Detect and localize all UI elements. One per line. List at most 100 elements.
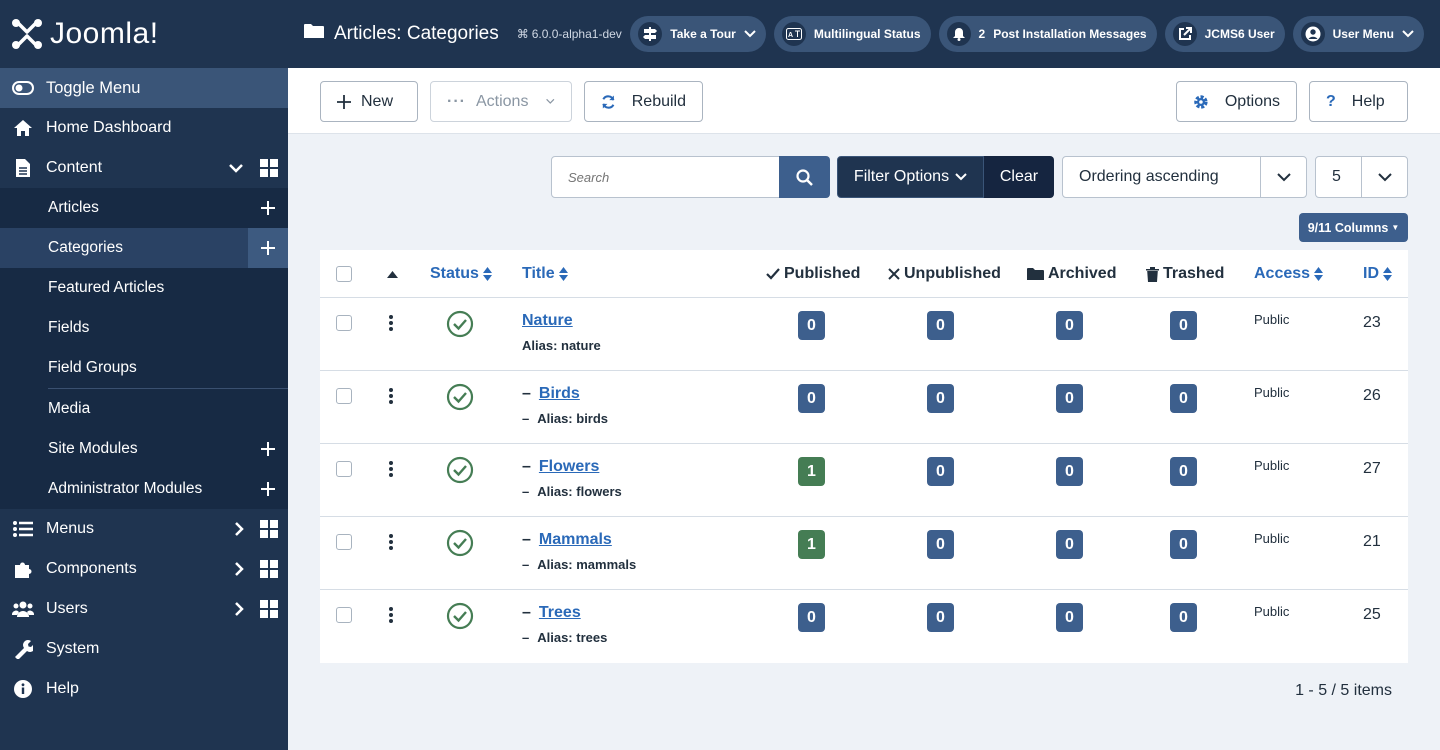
access-level: Public [1254,604,1290,619]
options-button[interactable]: Options [1176,81,1297,122]
row-checkbox[interactable] [336,315,352,331]
row-checkbox[interactable] [336,461,352,477]
published-status-icon[interactable] [446,310,474,343]
sidebar-item-help[interactable]: Help [0,669,288,709]
select-all-checkbox[interactable] [336,266,352,282]
caret-down-icon: ▼ [1391,223,1400,232]
filter-options-button[interactable]: Filter Options [837,156,984,198]
trashed-count-badge[interactable]: 0 [1170,311,1197,340]
sidebar-item-system[interactable]: System [0,629,288,669]
category-title-link[interactable]: Birds [538,385,580,402]
add-site-module-icon[interactable] [248,429,288,469]
category-title-link[interactable]: Flowers [538,458,600,475]
archived-count-badge[interactable]: 0 [1056,457,1083,486]
published-status-icon[interactable] [446,602,474,635]
category-title-link[interactable]: Nature [522,312,573,329]
trashed-count-badge[interactable]: 0 [1170,603,1197,632]
published-count-badge[interactable]: 0 [798,384,825,413]
ordering-select[interactable]: Ordering ascending [1062,156,1307,198]
dashboard-grid-icon[interactable] [260,600,278,618]
add-article-icon[interactable] [248,188,288,228]
sidebar-item-content[interactable]: Content [0,148,288,188]
row-checkbox[interactable] [336,607,352,623]
sidebar-item-components[interactable]: Components [0,549,288,589]
chevron-down-icon[interactable] [228,163,244,173]
published-count-badge[interactable]: 1 [798,457,825,486]
archived-count-badge[interactable]: 0 [1056,311,1083,340]
post-installation-messages-button[interactable]: 2 Post Installation Messages [938,16,1157,52]
published-status-icon[interactable] [446,383,474,416]
sidebar-item-articles[interactable]: Articles [0,188,288,228]
dashboard-grid-icon[interactable] [260,560,278,578]
column-access[interactable]: Access [1254,250,1324,298]
plus-icon [337,94,351,109]
chevron-right-icon[interactable] [234,601,244,617]
sidebar-item-fields[interactable]: Fields [0,308,288,348]
row-checkbox[interactable] [336,534,352,550]
sidebar-item-categories[interactable]: Categories [0,228,288,268]
add-category-icon[interactable] [248,228,288,268]
unpublished-count-badge[interactable]: 0 [927,530,954,559]
trashed-count-badge[interactable]: 0 [1170,457,1197,486]
archived-count-badge[interactable]: 0 [1056,384,1083,413]
chevron-right-icon[interactable] [234,561,244,577]
add-admin-module-icon[interactable] [248,469,288,509]
unpublished-count-badge[interactable]: 0 [927,311,954,340]
new-button[interactable]: New [320,81,418,122]
view-site-button[interactable]: JCMS6 User [1164,16,1285,52]
chevron-right-icon[interactable] [234,521,244,537]
sidebar-item-administrator-modules[interactable]: Administrator Modules [0,469,288,509]
archived-count-badge[interactable]: 0 [1056,603,1083,632]
sidebar-item-menus[interactable]: Menus [0,509,288,549]
row-menu-icon[interactable] [386,388,396,404]
trashed-count-badge[interactable]: 0 [1170,530,1197,559]
dashboard-grid-icon[interactable] [260,520,278,538]
unpublished-count-badge[interactable]: 0 [927,603,954,632]
toggle-menu-button[interactable]: Toggle Menu [0,68,288,108]
toolbar: New ··· Actions Rebuild Options ? Help [288,68,1440,134]
unpublished-count-badge[interactable]: 0 [927,457,954,486]
sidebar-item-featured-articles[interactable]: Featured Articles [0,268,288,308]
category-title-link[interactable]: Trees [538,604,581,621]
row-menu-icon[interactable] [386,607,396,623]
row-checkbox[interactable] [336,388,352,404]
limit-select[interactable]: 5 [1315,156,1408,198]
sidebar-item-site-modules[interactable]: Site Modules [0,429,288,469]
published-count-badge[interactable]: 0 [798,603,825,632]
published-status-icon[interactable] [446,529,474,562]
joomla-logo[interactable]: Joomla! [0,0,288,68]
column-title[interactable]: Title [522,250,568,298]
joomla-small-icon: ⌘ [516,27,529,41]
published-count-badge[interactable]: 1 [798,530,825,559]
sidebar-item-media[interactable]: Media [0,389,288,429]
unpublished-count-badge[interactable]: 0 [927,384,954,413]
published-count-badge[interactable]: 0 [798,311,825,340]
sidebar-item-field-groups[interactable]: Field Groups [0,348,288,388]
take-a-tour-button[interactable]: Take a Tour [630,16,766,52]
clear-button[interactable]: Clear [984,156,1054,198]
category-title-link[interactable]: Mammals [538,531,612,548]
columns-button[interactable]: 9/11 Columns ▼ [1299,213,1408,242]
row-menu-icon[interactable] [386,315,396,331]
trashed-count-badge[interactable]: 0 [1170,384,1197,413]
search-button[interactable] [779,156,830,198]
dashboard-grid-icon[interactable] [260,159,278,177]
user-icon [1300,22,1325,46]
column-id[interactable]: ID [1363,250,1392,298]
multilingual-status-button[interactable]: A Multilingual Status [773,16,931,52]
published-status-icon[interactable] [446,456,474,489]
column-status-label: Status [430,265,479,282]
help-button[interactable]: ? Help [1309,81,1408,122]
sidebar-item-users[interactable]: Users [0,589,288,629]
sidebar-item-home-dashboard[interactable]: Home Dashboard [0,108,288,148]
user-menu-button[interactable]: User Menu [1292,16,1424,52]
row-menu-icon[interactable] [386,534,396,550]
sort-icon [482,267,492,281]
archived-count-badge[interactable]: 0 [1056,530,1083,559]
ordering-sort-icon[interactable] [387,250,398,298]
row-menu-icon[interactable] [386,461,396,477]
search-input[interactable] [551,156,780,198]
rebuild-button[interactable]: Rebuild [584,81,703,122]
column-status[interactable]: Status [430,250,492,298]
actions-dropdown[interactable]: ··· Actions [430,81,572,122]
